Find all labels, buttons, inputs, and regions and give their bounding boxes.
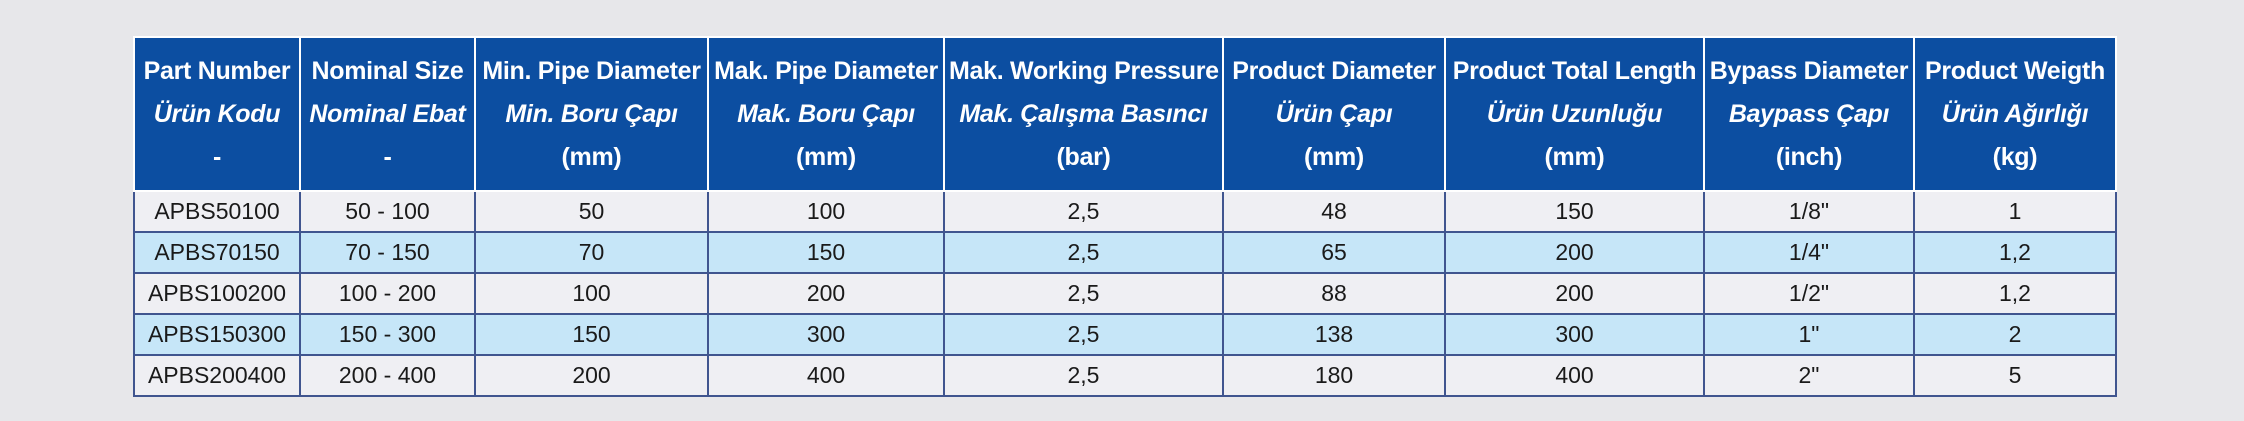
table-cell: 88 xyxy=(1222,272,1446,315)
header-subtitle: Mak. Çalışma Basıncı xyxy=(959,99,1208,128)
header-subtitle: Min. Boru Çapı xyxy=(505,99,678,128)
header-cell: Part Number Ürün Kodu - xyxy=(133,36,301,192)
header-label: Product Total Length xyxy=(1452,56,1697,85)
table-cell: 2,5 xyxy=(943,190,1224,233)
header-label: (mm) xyxy=(561,142,622,171)
table-row: APBS70150 70 - 150 70 150 2,5 65 200 1/4" 1,2 xyxy=(133,231,2117,274)
table-cell: 2 xyxy=(1913,313,2117,356)
header-cell: Bypass Diameter Baypass Çapı (inch) xyxy=(1703,36,1915,192)
table-cell: 150 - 300 xyxy=(299,313,476,356)
header-label: (mm) xyxy=(1544,142,1605,171)
table-cell: 2,5 xyxy=(943,231,1224,274)
header-label: (bar) xyxy=(1056,142,1111,171)
table-cell: 150 xyxy=(1444,190,1705,233)
table-cell: 70 xyxy=(474,231,709,274)
table-cell: 400 xyxy=(707,354,945,397)
header-label: Mak. Working Pressure xyxy=(949,56,1219,85)
header-subtitle: Mak. Boru Çapı xyxy=(737,99,915,128)
table-cell: 48 xyxy=(1222,190,1446,233)
header-subtitle: Nominal Ebat xyxy=(309,99,466,128)
header-label: (kg) xyxy=(1992,142,2038,171)
table-cell: 100 - 200 xyxy=(299,272,476,315)
header-label: Part Number xyxy=(143,56,291,85)
header-label: Product Weigth xyxy=(1924,56,2106,85)
table-cell: 2" xyxy=(1703,354,1915,397)
table-cell: 2,5 xyxy=(943,272,1224,315)
table-cell: APBS70150 xyxy=(133,231,301,274)
header-label: (mm) xyxy=(1304,142,1364,171)
header-cell: Nominal Size Nominal Ebat - xyxy=(299,36,476,192)
table-cell: 70 - 150 xyxy=(299,231,476,274)
header-label: (mm) xyxy=(796,142,856,171)
table-cell: 400 xyxy=(1444,354,1705,397)
table-cell: 50 xyxy=(474,190,709,233)
table-cell: 300 xyxy=(707,313,945,356)
table-cell: APBS150300 xyxy=(133,313,301,356)
header-subtitle: Ürün Ağırlığı xyxy=(1941,99,2089,128)
table-cell: 200 xyxy=(1444,272,1705,315)
header-label: Nominal Size xyxy=(311,56,464,85)
table-row: APBS150300 150 - 300 150 300 2,5 138 300 1" 2 xyxy=(133,313,2117,356)
header-cell: Product Total Length Ürün Uzunluğu (mm) xyxy=(1444,36,1705,192)
table-cell: APBS50100 xyxy=(133,190,301,233)
table-cell: 5 xyxy=(1913,354,2117,397)
header-label: - xyxy=(383,142,392,171)
table-cell: 50 - 100 xyxy=(299,190,476,233)
table-cell: 1,2 xyxy=(1913,272,2117,315)
table-cell: 1/2" xyxy=(1703,272,1915,315)
table-cell: 100 xyxy=(707,190,945,233)
header-row: Part Number Ürün Kodu - Nominal Size Nominal… xyxy=(133,36,2117,192)
header-label: Mak. Pipe Diameter xyxy=(714,56,938,85)
header-label: (inch) xyxy=(1775,142,1843,171)
table-body: APBS50100 50 - 100 50 100 2,5 48 150 1/8" 1 APBS7… xyxy=(133,190,2117,397)
header-cell: Min. Pipe Diameter Min. Boru Çapı (mm) xyxy=(474,36,709,192)
header-label: Product Diameter xyxy=(1232,56,1436,85)
header-label: Min. Pipe Diameter xyxy=(482,56,701,85)
table-cell: 2,5 xyxy=(943,354,1224,397)
table-cell: 1/8" xyxy=(1703,190,1915,233)
header-label: Bypass Diameter xyxy=(1709,56,1909,85)
table-cell: 150 xyxy=(474,313,709,356)
table-cell: 100 xyxy=(474,272,709,315)
table-cell: 2,5 xyxy=(943,313,1224,356)
table-cell: 200 xyxy=(707,272,945,315)
table-cell: 1,2 xyxy=(1913,231,2117,274)
table-cell: 180 xyxy=(1222,354,1446,397)
table-row: APBS100200 100 - 200 100 200 2,5 88 200 1/2" 1,2 xyxy=(133,272,2117,315)
header-subtitle: Ürün Uzunluğu xyxy=(1486,99,1663,128)
spec-table: Part Number Ürün Kodu - Nominal Size Nominal… xyxy=(133,36,2117,397)
table-cell: APBS200400 xyxy=(133,354,301,397)
table-cell: 1/4" xyxy=(1703,231,1915,274)
table-cell: APBS100200 xyxy=(133,272,301,315)
table-cell: 138 xyxy=(1222,313,1446,356)
table-row: APBS50100 50 - 100 50 100 2,5 48 150 1/8" 1 xyxy=(133,190,2117,233)
header-subtitle: Ürün Çapı xyxy=(1275,99,1393,128)
table-cell: 300 xyxy=(1444,313,1705,356)
header-label: - xyxy=(212,142,222,171)
table-cell: 65 xyxy=(1222,231,1446,274)
header-cell: Product Diameter Ürün Çapı (mm) xyxy=(1222,36,1446,192)
table-row: APBS200400 200 - 400 200 400 2,5 180 400 2" 5 xyxy=(133,354,2117,397)
header-subtitle: Ürün Kodu xyxy=(153,99,281,128)
table-cell: 150 xyxy=(707,231,945,274)
table-cell: 200 xyxy=(474,354,709,397)
header-cell: Mak. Working Pressure Mak. Çalışma Basınc… xyxy=(943,36,1224,192)
header-cell: Mak. Pipe Diameter Mak. Boru Çapı (mm) xyxy=(707,36,945,192)
table-cell: 1 xyxy=(1913,190,2117,233)
header-cell: Product Weigth Ürün Ağırlığı (kg) xyxy=(1913,36,2117,192)
header-subtitle: Baypass Çapı xyxy=(1728,99,1890,128)
table-cell: 200 xyxy=(1444,231,1705,274)
table-cell: 200 - 400 xyxy=(299,354,476,397)
table-cell: 1" xyxy=(1703,313,1915,356)
